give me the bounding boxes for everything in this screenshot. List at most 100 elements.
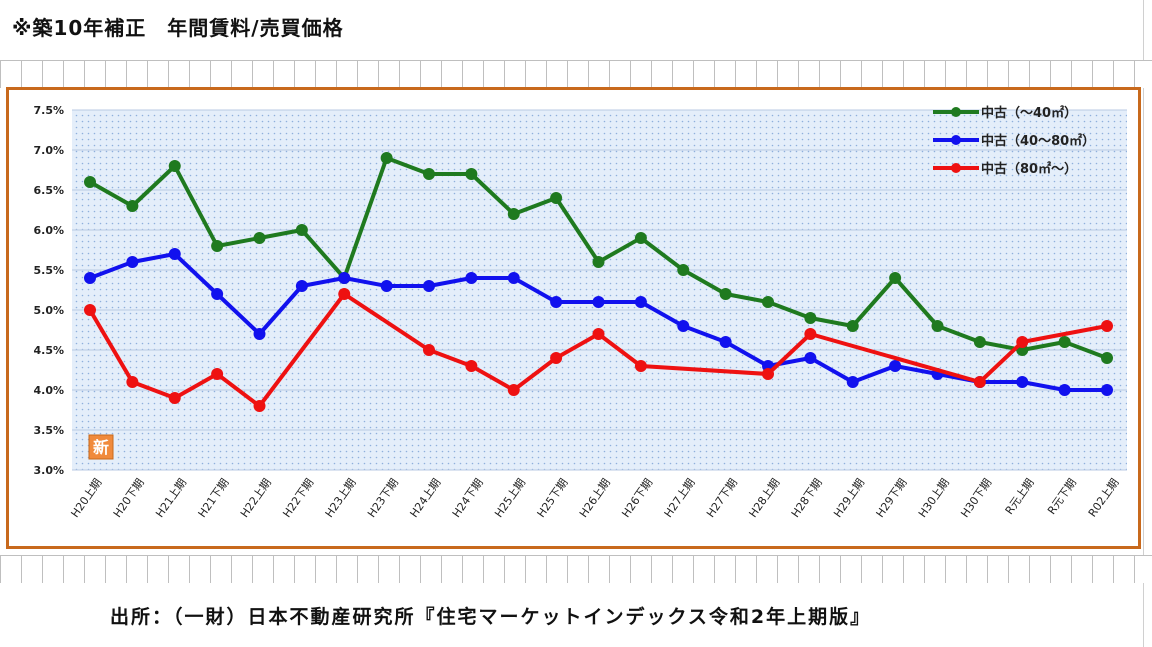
x-tick-label: H23上期 xyxy=(323,476,359,520)
data-point xyxy=(1058,336,1071,348)
y-tick-label: 7.5% xyxy=(33,104,64,117)
legend-label: 中古（40～80㎡） xyxy=(981,133,1095,149)
data-point xyxy=(423,344,435,356)
data-point xyxy=(126,200,139,212)
y-tick-label: 6.5% xyxy=(33,184,64,197)
x-tick-label: H29上期 xyxy=(831,476,867,520)
x-tick-label: H21上期 xyxy=(153,476,189,520)
data-point xyxy=(423,280,435,292)
data-point xyxy=(338,272,351,284)
legend-marker xyxy=(951,107,961,117)
new-badge xyxy=(88,434,114,460)
page-title: ※築10年補正 年間賃料/売買価格 xyxy=(12,16,344,40)
legend-marker xyxy=(951,135,961,145)
x-tick-label: H22下期 xyxy=(280,476,316,520)
data-point xyxy=(84,176,96,188)
data-point xyxy=(550,192,563,204)
chart-frame: 3.0% 3.5% 4.0% 4.5% 5.0% 5.5% 6.0% 6.5% 7.0% 7.5%… xyxy=(6,87,1141,549)
data-point xyxy=(1101,384,1113,396)
data-point xyxy=(550,352,563,364)
x-tick-label: H21下期 xyxy=(196,476,232,520)
y-tick-label: 4.0% xyxy=(33,384,64,397)
data-point xyxy=(168,392,181,404)
data-point xyxy=(211,240,224,252)
x-tick-label: H27上期 xyxy=(662,476,698,520)
x-tick-label: H26上期 xyxy=(577,476,613,520)
data-point xyxy=(550,296,563,308)
data-point xyxy=(677,264,690,276)
data-point xyxy=(804,312,817,324)
data-point xyxy=(465,360,478,372)
x-tick-label: H30下期 xyxy=(958,476,994,520)
data-point xyxy=(507,272,520,284)
line-chart: 3.0% 3.5% 4.0% 4.5% 5.0% 5.5% 6.0% 6.5% 7.0% 7.5%… xyxy=(33,104,1127,520)
y-tick-label: 6.0% xyxy=(33,224,64,237)
source-note: 出所：（一財）日本不動産研究所『住宅マーケットインデックス令和2年上期版』 xyxy=(110,606,872,628)
data-point xyxy=(762,368,774,380)
data-point xyxy=(719,288,732,300)
y-tick-label: 4.5% xyxy=(33,344,64,357)
data-point xyxy=(634,296,647,308)
data-point xyxy=(592,328,605,340)
data-point xyxy=(592,296,605,308)
data-point xyxy=(804,328,817,340)
data-point xyxy=(1016,336,1029,348)
plot-area xyxy=(72,110,1127,470)
data-point xyxy=(1058,384,1071,396)
data-point xyxy=(253,400,266,412)
data-point xyxy=(338,288,351,300)
x-tick-label: R元下期 xyxy=(1045,476,1079,517)
data-point xyxy=(507,208,520,220)
data-point xyxy=(507,384,520,396)
legend-marker xyxy=(951,163,961,173)
data-point xyxy=(126,376,139,388)
y-tick-label: 7.0% xyxy=(33,144,64,157)
data-point xyxy=(423,168,435,180)
data-point xyxy=(846,320,859,332)
data-point xyxy=(592,256,605,268)
y-tick-label: 3.0% xyxy=(33,464,64,477)
data-point xyxy=(719,336,732,348)
new-badge-label: 新 xyxy=(93,438,109,457)
x-tick-label: H28上期 xyxy=(746,476,782,520)
x-tick-label: H22上期 xyxy=(238,476,274,520)
data-point xyxy=(931,320,944,332)
data-point xyxy=(380,152,393,164)
data-point xyxy=(762,296,774,308)
x-tick-label: H28下期 xyxy=(789,476,825,520)
legend-label: 中古（80㎡～） xyxy=(981,161,1077,177)
data-point xyxy=(211,288,224,300)
data-point xyxy=(1016,376,1029,388)
data-point xyxy=(973,376,986,388)
x-tick-label: R02上期 xyxy=(1086,476,1122,519)
data-point xyxy=(84,272,96,284)
data-point xyxy=(295,280,308,292)
y-tick-label: 5.5% xyxy=(33,264,64,277)
data-point xyxy=(846,376,859,388)
y-tick-label: 5.0% xyxy=(33,304,64,317)
data-point xyxy=(211,368,224,380)
x-tick-label: H29下期 xyxy=(874,476,910,520)
legend-label: 中古（～40㎡） xyxy=(981,105,1077,121)
data-point xyxy=(1101,320,1113,332)
data-point xyxy=(634,360,647,372)
data-point xyxy=(973,336,986,348)
data-point xyxy=(465,272,478,284)
data-point xyxy=(168,160,181,172)
data-point xyxy=(380,280,393,292)
x-tick-label: H23下期 xyxy=(365,476,401,520)
data-point xyxy=(889,272,902,284)
grid-band-top xyxy=(0,60,1152,88)
data-point xyxy=(804,352,817,364)
page-edge-line xyxy=(1143,0,1144,647)
data-point xyxy=(295,224,308,236)
data-point xyxy=(465,168,478,180)
data-point xyxy=(84,304,96,316)
x-tick-label: H24上期 xyxy=(407,476,443,520)
grid-band-bottom xyxy=(0,555,1152,583)
x-tick-label: H20下期 xyxy=(111,476,147,520)
y-tick-label: 3.5% xyxy=(33,424,64,437)
x-tick-label: H25下期 xyxy=(535,476,571,520)
x-tick-label: H24下期 xyxy=(450,476,486,520)
x-tick-label: H20上期 xyxy=(68,476,104,520)
